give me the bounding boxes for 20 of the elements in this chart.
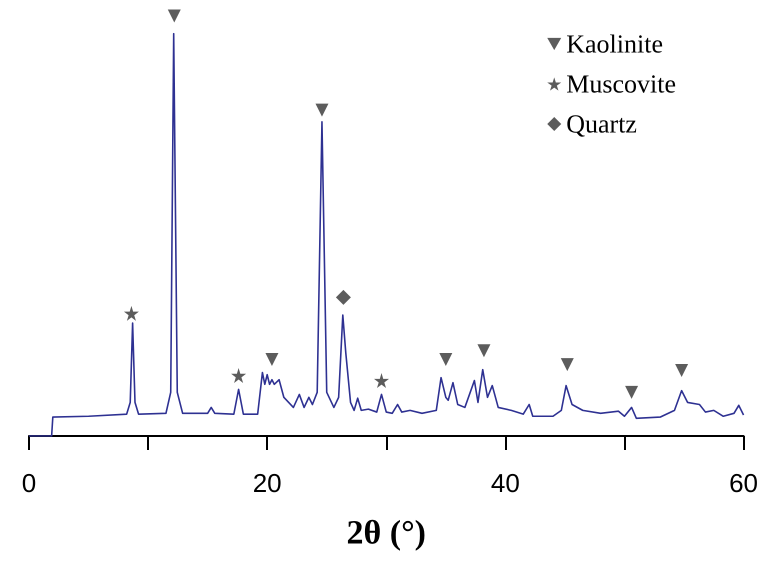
legend-label: Kaolinite [566, 30, 663, 58]
legend-label: Muscovite [566, 70, 676, 98]
point [336, 290, 351, 305]
point [374, 373, 390, 388]
point [560, 358, 574, 372]
point [477, 344, 490, 358]
point [625, 386, 638, 399]
x-axis-title: 2θ (°) [346, 514, 426, 552]
x-tick-label: 20 [252, 468, 282, 498]
point [315, 104, 328, 117]
point [675, 364, 688, 377]
point [439, 353, 452, 366]
x-tick-label: 40 [490, 468, 520, 498]
point [231, 368, 246, 384]
x-tick-label: 0 [22, 468, 36, 498]
x-tick-label: 60 [729, 468, 758, 498]
point [265, 353, 278, 366]
legend-label: Quartz [566, 110, 637, 138]
point [168, 10, 181, 22]
point [124, 306, 139, 321]
